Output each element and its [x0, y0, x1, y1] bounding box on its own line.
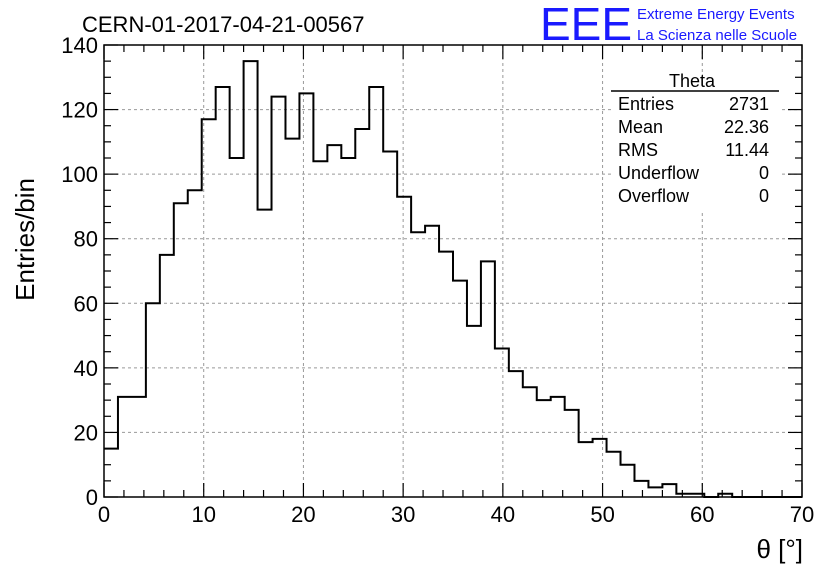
histogram-bin: [230, 158, 244, 497]
y-tick-label: 80: [74, 227, 98, 252]
stats-row-label: Overflow: [618, 186, 690, 206]
axis-ticks: [103, 44, 803, 498]
stats-row-value: 2731: [729, 94, 769, 114]
histogram-bin: [341, 158, 355, 497]
histogram-bin: [258, 210, 272, 497]
stats-row-value: 11.44: [725, 140, 769, 160]
y-tick-label: 60: [74, 291, 98, 316]
y-tick-label: 20: [74, 420, 98, 445]
y-tick-label: 120: [61, 98, 98, 123]
histogram-bin: [188, 190, 202, 497]
histogram-bin: [439, 252, 453, 497]
stats-rows: Entries 2731 Mean 22.36 RMS 11.44 Underflow 0 Ov…: [618, 94, 769, 206]
histogram-bin: [397, 197, 411, 497]
histogram-bin: [327, 145, 341, 497]
logo-mark: EEE: [540, 0, 632, 50]
x-tick-label: 70: [790, 502, 814, 527]
histogram-bin: [425, 226, 439, 497]
histogram-bin: [537, 400, 551, 497]
stats-row-label: RMS: [618, 140, 658, 160]
x-tick-label: 10: [191, 502, 215, 527]
x-tick-label: 60: [690, 502, 714, 527]
stats-row-value: 0: [759, 163, 769, 183]
histogram-bin: [104, 449, 118, 497]
stats-box-title: Theta: [669, 71, 716, 91]
histogram-bin: [146, 303, 160, 497]
histogram-bin: [411, 232, 425, 497]
histogram-bin: [593, 439, 607, 497]
histogram-bin: [174, 203, 188, 497]
x-tick-label: 50: [590, 502, 614, 527]
histogram-bin: [648, 487, 662, 497]
stats-row-label: Underflow: [618, 163, 700, 183]
chart-title: CERN-01-2017-04-21-00567: [82, 12, 365, 37]
histogram-bin: [118, 397, 132, 497]
x-tick-label: 0: [98, 502, 110, 527]
stats-box-background: [611, 80, 779, 210]
y-tick-label: 100: [61, 162, 98, 187]
logo-line-2: La Scienza nelle Scuole: [637, 27, 797, 44]
histogram-bin: [383, 152, 397, 497]
stats-row-value: 22.36: [724, 117, 769, 137]
grid-layer: [104, 45, 802, 497]
histogram-bin: [662, 484, 676, 497]
histogram-bin: [132, 397, 146, 497]
eee-logo: EEE Extreme Energy Events La Scienza nel…: [540, 0, 797, 50]
histogram-bin: [453, 281, 467, 497]
histogram-bin: [299, 93, 313, 497]
histogram-bin: [523, 387, 537, 497]
y-axis-title: Entries/bin: [10, 178, 40, 301]
x-tick-label: 40: [491, 502, 515, 527]
histogram-bin: [607, 452, 621, 497]
histogram-bin: [355, 129, 369, 497]
logo-line-1: Extreme Energy Events: [637, 6, 795, 23]
x-tick-labels: 0 10 20 30 40 50 60 70: [98, 502, 814, 527]
x-axis-title: θ [°]: [756, 534, 803, 564]
y-tick-label: 0: [86, 485, 98, 510]
histogram-bin: [313, 161, 327, 497]
histogram-bin: [579, 442, 593, 497]
stats-row-label: Entries: [618, 94, 674, 114]
histogram-outline: [104, 60, 802, 498]
stats-row-label: Mean: [618, 117, 663, 137]
histogram-bin: [467, 326, 481, 497]
histogram-bin: [216, 87, 230, 497]
histogram-bin: [551, 397, 565, 497]
histogram-bin: [244, 61, 258, 497]
x-tick-label: 20: [291, 502, 315, 527]
histogram-bin: [481, 261, 495, 497]
stats-row-value: 0: [759, 186, 769, 206]
histogram-bin: [272, 97, 286, 497]
histogram-bin: [202, 119, 216, 497]
histogram-bin: [565, 410, 579, 497]
y-tick-label: 140: [61, 33, 98, 58]
y-tick-labels: 0 20 40 60 80 100 120 140: [61, 33, 98, 510]
histogram-bin: [509, 371, 523, 497]
stats-box: Theta Entries 2731 Mean 22.36 RMS 11.44 Underf…: [611, 71, 779, 210]
y-tick-label: 40: [74, 356, 98, 381]
histogram-bin: [634, 481, 648, 497]
histogram-bin: [285, 139, 299, 497]
histogram-bin: [369, 87, 383, 497]
x-tick-label: 30: [391, 502, 415, 527]
histogram-bin: [160, 255, 174, 497]
histogram-bin: [495, 348, 509, 497]
